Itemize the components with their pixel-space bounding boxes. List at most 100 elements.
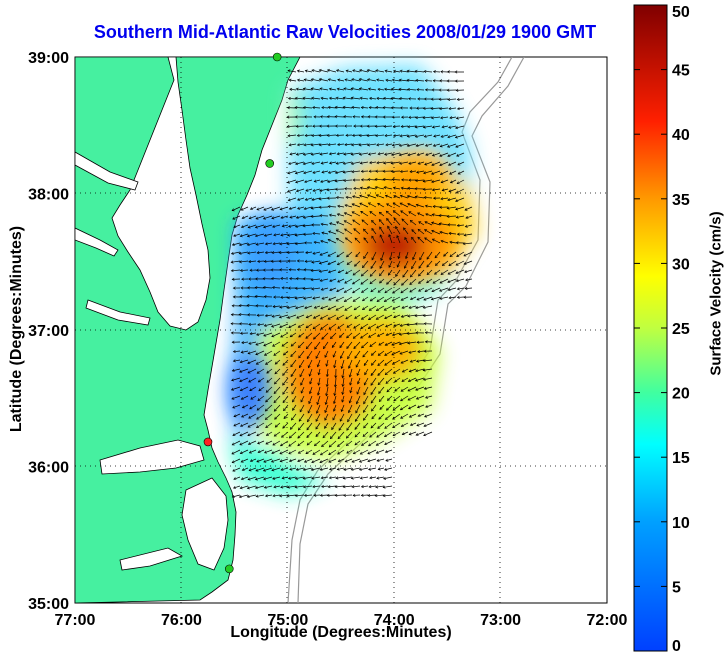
vector-arrowhead	[263, 343, 267, 347]
vector-arrowhead	[359, 476, 363, 480]
velocity-vector	[287, 242, 297, 245]
vector-arrowhead	[318, 197, 322, 201]
vector-arrowhead	[343, 299, 347, 302]
vector-arrowhead	[367, 87, 371, 91]
velocity-vector	[407, 314, 417, 317]
velocity-vector	[377, 350, 385, 356]
vector-arrowhead	[406, 134, 410, 138]
vector-arrowhead	[359, 202, 363, 206]
vector-arrowhead	[272, 304, 276, 309]
vector-arrowhead	[354, 418, 358, 422]
vector-arrowhead	[312, 251, 316, 255]
velocity-vector	[329, 467, 337, 470]
vector-arrowhead	[331, 344, 335, 348]
velocity-vector	[331, 341, 337, 348]
vector-arrowhead	[295, 152, 299, 156]
velocity-vector	[287, 125, 297, 127]
vector-arrowhead	[391, 342, 395, 346]
vector-arrowhead	[339, 345, 343, 349]
velocity-vector	[404, 237, 409, 244]
vector-arrowhead	[361, 219, 365, 223]
velocity-vector	[231, 251, 241, 255]
vector-arrowhead	[422, 187, 426, 191]
velocity-vector	[431, 170, 441, 175]
velocity-vector	[465, 278, 473, 281]
vector-arrowhead	[312, 124, 316, 128]
vector-arrowhead	[273, 233, 277, 237]
vector-arrowhead	[321, 296, 325, 300]
velocity-vector	[348, 404, 353, 413]
vector-arrowhead	[231, 208, 235, 212]
velocity-vector	[319, 143, 329, 146]
vector-arrowhead	[247, 442, 251, 445]
vector-arrowhead	[439, 280, 443, 284]
velocity-vector	[256, 458, 265, 463]
velocity-vector	[423, 125, 433, 128]
velocity-vector	[288, 224, 297, 227]
vector-arrowhead	[455, 144, 459, 148]
vector-arrowhead	[329, 288, 333, 292]
vector-arrowhead	[334, 115, 338, 119]
velocity-vector	[248, 413, 257, 419]
velocity-vector	[367, 458, 377, 462]
colorbar-tick-label: 25	[672, 321, 690, 338]
vector-arrowhead	[288, 459, 292, 463]
velocity-vector	[349, 368, 353, 378]
velocity-vector	[361, 107, 369, 109]
velocity-vector	[249, 449, 257, 454]
velocity-vector	[400, 386, 409, 392]
vector-arrowhead	[313, 443, 317, 447]
vector-arrowhead	[339, 355, 343, 359]
velocity-vector	[367, 494, 377, 496]
vector-arrowhead	[418, 273, 421, 277]
vector-arrowhead	[295, 162, 299, 166]
velocity-vector	[399, 143, 409, 147]
vector-arrowhead	[303, 485, 306, 489]
velocity-vector	[337, 152, 345, 155]
vector-arrowhead	[341, 399, 345, 403]
vector-arrowhead	[382, 96, 386, 100]
vector-arrowhead	[270, 259, 274, 263]
vector-arrowhead	[288, 451, 292, 455]
vector-arrowhead	[326, 179, 330, 183]
vector-arrowhead	[341, 391, 345, 395]
vector-arrowhead	[256, 407, 260, 411]
vector-arrowhead	[386, 389, 390, 393]
vector-arrowhead	[274, 424, 278, 428]
velocity-vector	[384, 152, 393, 155]
vector-arrowhead	[371, 416, 375, 420]
vector-arrowhead	[398, 97, 402, 101]
vector-arrowhead	[425, 152, 429, 156]
velocity-vector	[247, 359, 257, 364]
velocity-vector	[288, 323, 297, 328]
velocity-vector	[383, 97, 393, 100]
vector-arrowhead	[321, 231, 325, 235]
vector-arrowhead	[247, 351, 251, 355]
velocity-vector	[232, 431, 241, 436]
velocity-vector	[359, 467, 369, 471]
velocity-vector	[265, 251, 273, 254]
vector-arrowhead	[334, 375, 338, 379]
vector-arrowhead	[454, 79, 458, 83]
velocity-vector	[296, 314, 305, 319]
velocity-vector	[337, 260, 345, 266]
velocity-vector	[271, 332, 281, 337]
velocity-vector	[231, 206, 241, 211]
vector-arrowhead	[240, 207, 244, 211]
velocity-vector	[383, 186, 393, 190]
vector-arrowhead	[328, 230, 332, 234]
vector-arrowhead	[306, 442, 310, 446]
vector-arrowhead	[274, 416, 278, 420]
velocity-vector	[409, 287, 417, 293]
vector-arrowhead	[304, 306, 308, 310]
velocity-vector	[425, 404, 433, 408]
vector-arrowhead	[409, 282, 413, 285]
y-axis-label: Latitude (Degrees:Minutes)	[8, 225, 25, 433]
velocity-vector	[282, 422, 289, 429]
velocity-vector	[425, 152, 433, 156]
velocity-vector	[326, 377, 329, 387]
vector-arrowhead	[385, 324, 389, 328]
velocity-vector	[304, 305, 313, 309]
vector-arrowhead	[231, 243, 235, 247]
vector-arrowhead	[340, 409, 344, 413]
